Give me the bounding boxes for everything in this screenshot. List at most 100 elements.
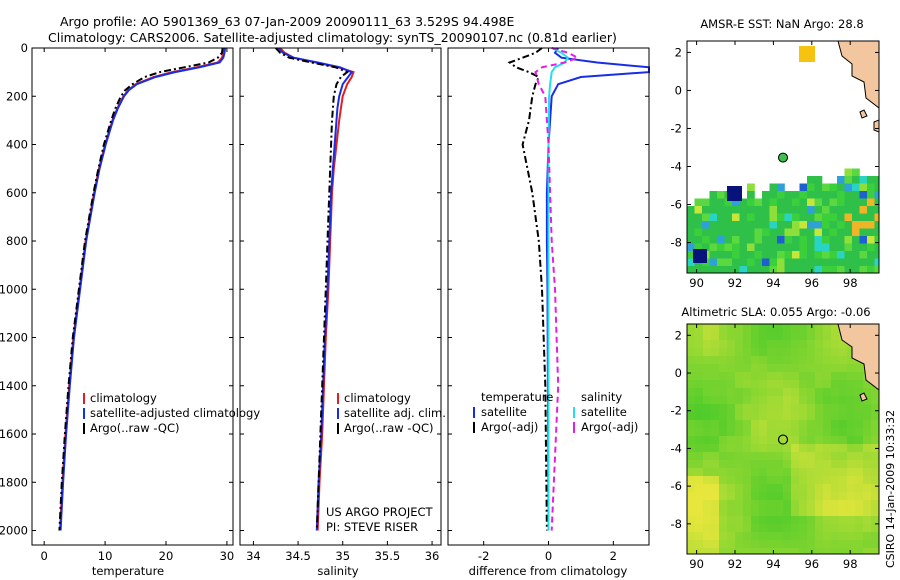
sst-cell (814, 191, 823, 199)
sla-cell (703, 452, 712, 461)
sla-cell (799, 516, 808, 525)
sla-cell (703, 332, 712, 341)
sla-cell (727, 484, 736, 493)
sla-cell (783, 380, 792, 389)
sla-cell (759, 348, 768, 357)
sst-cell (844, 243, 853, 252)
sla-cell (815, 476, 824, 485)
sla-cell (743, 340, 752, 349)
sla-cell (743, 420, 752, 429)
sla-cell (815, 516, 824, 525)
sla-cell (695, 428, 704, 437)
sla-cell (719, 540, 728, 549)
sla-cell (783, 476, 792, 485)
sla-cell (759, 500, 768, 509)
sla-cell (735, 452, 744, 461)
sla-cell (791, 548, 800, 554)
sla-cell (839, 380, 848, 389)
sla-cell (855, 500, 864, 509)
sla-cell (775, 324, 784, 333)
sst-cell (845, 296, 853, 304)
sla-cell (775, 364, 784, 373)
sla-cell (751, 460, 760, 469)
sst-cell (807, 236, 815, 244)
sla-cell (711, 436, 720, 445)
sla-cell (775, 476, 784, 485)
sst-cell (784, 198, 793, 207)
sla-cell (791, 428, 800, 437)
sla-cell (759, 548, 768, 554)
sst-cell (874, 206, 879, 214)
sla-cell (791, 436, 800, 445)
sla-cell (783, 556, 791, 564)
sla-cell (855, 524, 864, 533)
sla-cell (743, 404, 752, 413)
sla-cell (735, 412, 744, 421)
sla-cell (711, 396, 720, 405)
sst-cell (799, 266, 808, 273)
sst-cell (822, 236, 830, 244)
sla-cell (783, 548, 792, 554)
sst-cell (784, 221, 793, 229)
sla-cell (695, 444, 704, 453)
sla-cell (855, 548, 864, 554)
sla-cell (743, 492, 752, 501)
sla-cell (855, 476, 864, 485)
sla-cell (791, 420, 800, 429)
sst-cell (852, 206, 860, 214)
sst-cell (859, 251, 868, 259)
sst-cell (890, 169, 898, 177)
sst-cell (890, 251, 898, 259)
sst-cell (694, 236, 703, 244)
sla-cell (807, 524, 816, 533)
sst-cell (777, 243, 785, 252)
sla-cell (687, 484, 696, 493)
sst-map-frame (686, 40, 880, 274)
sla-cell (807, 452, 816, 461)
sst-cell (874, 243, 879, 252)
sst-cell (754, 258, 763, 267)
sla-cell (839, 516, 848, 525)
sst-cell (747, 228, 755, 237)
sla-cell (767, 380, 776, 389)
sst-cell (807, 191, 815, 199)
sla-cell (775, 348, 784, 357)
salinity-plot: 34 34.5 35 35.5 36 (240, 47, 441, 563)
sst-cell (717, 296, 725, 304)
sla-cell (815, 492, 824, 501)
project-credit: US ARGO PROJECT (326, 505, 434, 519)
sst-cell (867, 281, 875, 289)
sst-cell (777, 191, 785, 199)
sst-cell (732, 228, 740, 237)
sst-cell (807, 228, 815, 237)
sla-cell (783, 532, 792, 541)
sla-cell (791, 388, 800, 397)
sla-cell (759, 468, 768, 477)
sst-cell (890, 236, 898, 244)
sla-cell (687, 332, 696, 341)
sla-cell (767, 332, 776, 341)
sla-cell (703, 540, 712, 549)
sla-cell (783, 388, 792, 397)
sst-cell (852, 228, 860, 237)
sst-cell (890, 326, 898, 334)
sla-cell (847, 516, 856, 525)
sla-cell (727, 348, 736, 357)
sla-cell (807, 340, 816, 349)
sst-cell (710, 289, 718, 297)
sla-cell (751, 332, 760, 341)
sla-cell (719, 484, 728, 493)
sst-cell (852, 221, 860, 229)
sst-cell (717, 206, 725, 214)
sst-cell (724, 206, 733, 214)
sst-cell (882, 244, 890, 252)
sla-cell (815, 404, 824, 413)
salinity-series-1 (277, 47, 354, 531)
sst-cell (709, 198, 718, 207)
sst-cell (709, 228, 718, 237)
sla-cell (743, 516, 752, 525)
sla-cell (711, 492, 720, 501)
sst-cell (882, 311, 890, 319)
sla-cell (687, 428, 696, 437)
